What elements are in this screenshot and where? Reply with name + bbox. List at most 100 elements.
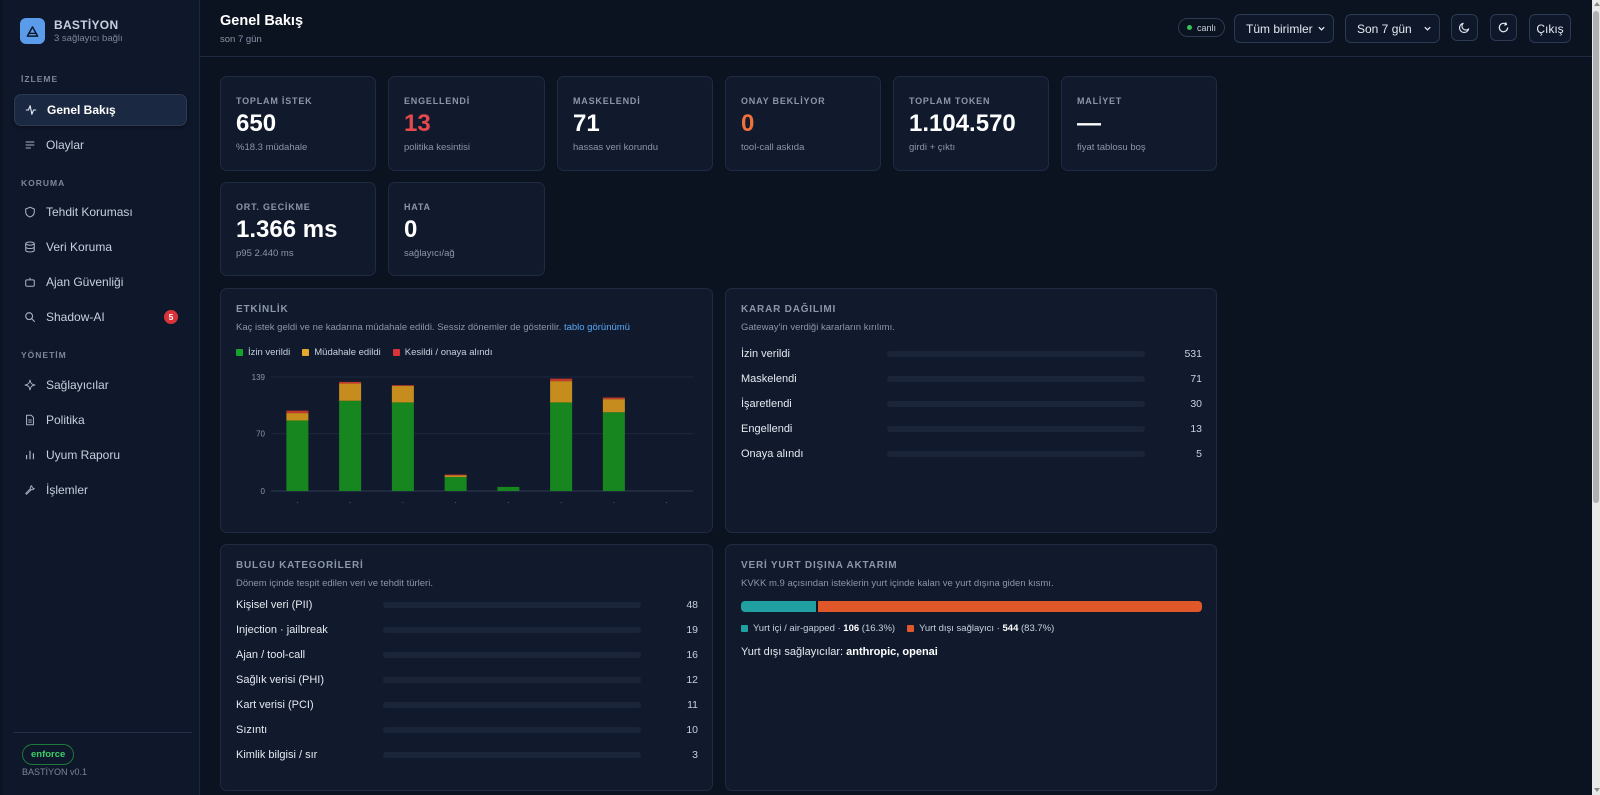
stat-sub: p95 2.440 ms bbox=[236, 248, 294, 259]
transfer-legend: Yurt içi / air-gapped · 106 (16.3%) Yurt… bbox=[741, 623, 1066, 634]
stat-label: TOPLAM İSTEK bbox=[236, 96, 313, 106]
chart-bar[interactable] bbox=[550, 381, 573, 403]
sidebar-item-label: Uyum Raporu bbox=[46, 448, 121, 462]
sidebar: BASTİYON 3 sağlayıcı bağlı İZLEME Genel … bbox=[3, 0, 200, 795]
brand[interactable]: BASTİYON 3 sağlayıcı bağlı bbox=[20, 18, 123, 44]
range-select[interactable]: Son 7 gün bbox=[1345, 14, 1440, 43]
sidebar-item-ajan-guvenligi[interactable]: Ajan Güvenliği bbox=[14, 266, 187, 298]
chart-bar[interactable] bbox=[602, 412, 625, 491]
chart-bar[interactable] bbox=[286, 410, 309, 414]
chart-bar[interactable] bbox=[550, 402, 573, 491]
sidebar-item-label: Veri Koruma bbox=[46, 240, 113, 254]
sidebar-item-olaylar[interactable]: Olaylar bbox=[14, 129, 187, 161]
chart-bar[interactable] bbox=[339, 400, 362, 491]
chart-bar[interactable] bbox=[339, 383, 362, 401]
decisions-subtitle: Gateway'in verdiği kararların kırılımı. bbox=[741, 322, 895, 333]
sidebar-item-saglayicilar[interactable]: Sağlayıcılar bbox=[14, 369, 187, 401]
bar-track bbox=[383, 652, 641, 658]
bar-row: Engellendi 13 bbox=[741, 422, 1202, 436]
sidebar-item-label: Genel Bakış bbox=[47, 103, 116, 117]
chart-bar[interactable] bbox=[602, 397, 625, 400]
x-tick-label: · bbox=[296, 498, 299, 507]
chart-bar[interactable] bbox=[550, 378, 573, 382]
range-select-value: Son 7 gün bbox=[1357, 21, 1412, 36]
bar-row-label: Onaya alındı bbox=[741, 448, 804, 460]
stat-card-ort-gecikme: ORT. GECİKME 1.366 ms p95 2.440 ms bbox=[220, 182, 376, 276]
foreign-count: 544 bbox=[1002, 623, 1019, 634]
theme-toggle-button[interactable] bbox=[1451, 14, 1478, 41]
list-icon bbox=[25, 141, 35, 149]
bar-track bbox=[383, 752, 641, 758]
stat-label: ONAY BEKLİYOR bbox=[741, 96, 826, 106]
bar-row-label: Engellendi bbox=[741, 423, 793, 435]
bar-chart-icon bbox=[25, 450, 35, 460]
sidebar-item-veri-koruma[interactable]: Veri Koruma bbox=[14, 231, 187, 263]
chart-bar[interactable] bbox=[497, 486, 520, 491]
stat-sub: sağlayıcı/ağ bbox=[404, 248, 455, 259]
stat-card-toplam-token: TOPLAM TOKEN 1.104.570 girdi + çıktı bbox=[893, 76, 1049, 171]
foreign-pct: (83.7%) bbox=[1021, 623, 1055, 634]
chart-bar[interactable] bbox=[391, 386, 414, 403]
stat-label: TOPLAM TOKEN bbox=[909, 96, 991, 106]
moon-icon bbox=[1458, 22, 1470, 34]
section-label-yonetim: YÖNETİM bbox=[21, 350, 67, 360]
chart-bar[interactable] bbox=[286, 413, 309, 421]
bot-icon bbox=[25, 277, 35, 287]
domestic-count: 106 bbox=[843, 623, 860, 634]
refresh-button[interactable] bbox=[1490, 14, 1517, 41]
sidebar-item-tehdit-korumasi[interactable]: Tehdit Koruması bbox=[14, 196, 187, 228]
legend-item: İzin verildi bbox=[236, 347, 290, 358]
sidebar-item-uyum-raporu[interactable]: Uyum Raporu bbox=[14, 439, 187, 471]
bar-track bbox=[383, 677, 641, 683]
sidebar-item-label: Ajan Güvenliği bbox=[46, 275, 124, 289]
chart-bar[interactable] bbox=[444, 474, 467, 476]
bar-row-value: 531 bbox=[1184, 348, 1202, 360]
page-subtitle: son 7 gün bbox=[220, 34, 262, 45]
stat-value: 1.366 ms bbox=[236, 216, 338, 243]
chart-bar[interactable] bbox=[286, 420, 309, 491]
bar-track bbox=[887, 451, 1145, 457]
x-tick-label: · bbox=[665, 498, 668, 507]
activity-subtitle: Kaç istek geldi ve ne kadarına müdahale … bbox=[236, 322, 630, 333]
x-tick-label: · bbox=[613, 498, 616, 507]
stat-label: ENGELLENDİ bbox=[404, 96, 471, 106]
chart-bar[interactable] bbox=[602, 399, 625, 413]
legend-item: Müdahale edildi bbox=[302, 347, 381, 358]
bar-row: Sağlık verisi (PHI) 12 bbox=[236, 673, 698, 687]
sidebar-item-politika[interactable]: Politika bbox=[14, 404, 187, 436]
table-view-link[interactable]: tablo görünümü bbox=[563, 322, 630, 333]
legend-label: Müdahale edildi bbox=[314, 347, 381, 358]
foreign-providers: Yurt dışı sağlayıcılar: anthropic, opena… bbox=[741, 646, 938, 658]
unit-select[interactable]: Tüm birimler bbox=[1234, 14, 1334, 43]
activity-subtitle-text: Kaç istek geldi ve ne kadarına müdahale … bbox=[236, 322, 562, 333]
bar-row-value: 16 bbox=[686, 649, 698, 661]
stat-sub: hassas veri korundu bbox=[573, 142, 659, 153]
sidebar-item-islemler[interactable]: İşlemler bbox=[14, 474, 187, 506]
legend-label: İzin verildi bbox=[248, 347, 291, 358]
scrollbar-thumb[interactable] bbox=[1593, 11, 1599, 503]
bar-row: İşaretlendi 30 bbox=[741, 397, 1202, 411]
stat-value: 13 bbox=[404, 110, 431, 137]
chart-bar[interactable] bbox=[339, 381, 362, 384]
chart-bar[interactable] bbox=[391, 385, 414, 387]
bar-track bbox=[383, 602, 641, 608]
shadow-ai-count-badge: 5 bbox=[164, 310, 178, 324]
sidebar-item-genel-bakis[interactable]: Genel Bakış bbox=[14, 94, 187, 126]
chart-bar[interactable] bbox=[444, 477, 467, 491]
bar-track bbox=[887, 401, 1145, 407]
scroll-up-arrow-icon[interactable] bbox=[1594, 2, 1600, 6]
stat-card-engellendi: ENGELLENDİ 13 politika kesintisi bbox=[388, 76, 545, 171]
chart-bar[interactable] bbox=[444, 475, 467, 478]
bar-row-label: İzin verildi bbox=[741, 348, 790, 360]
bar-row-value: 12 bbox=[686, 674, 698, 686]
logout-button[interactable]: Çıkış bbox=[1529, 14, 1571, 43]
bar-row: Maskelendi 71 bbox=[741, 372, 1202, 386]
scroll-down-arrow-icon[interactable] bbox=[1594, 788, 1600, 792]
chart-bar[interactable] bbox=[391, 402, 414, 491]
live-dot-icon bbox=[1187, 25, 1192, 30]
sidebar-item-shadow-ai[interactable]: Shadow-AI 5 bbox=[14, 301, 187, 333]
bar-row-value: 48 bbox=[686, 599, 698, 611]
findings-panel: BULGU KATEGORİLERİ Dönem içinde tespit e… bbox=[220, 544, 713, 791]
section-label-koruma: KORUMA bbox=[21, 178, 66, 188]
live-indicator: canlı bbox=[1178, 18, 1226, 37]
